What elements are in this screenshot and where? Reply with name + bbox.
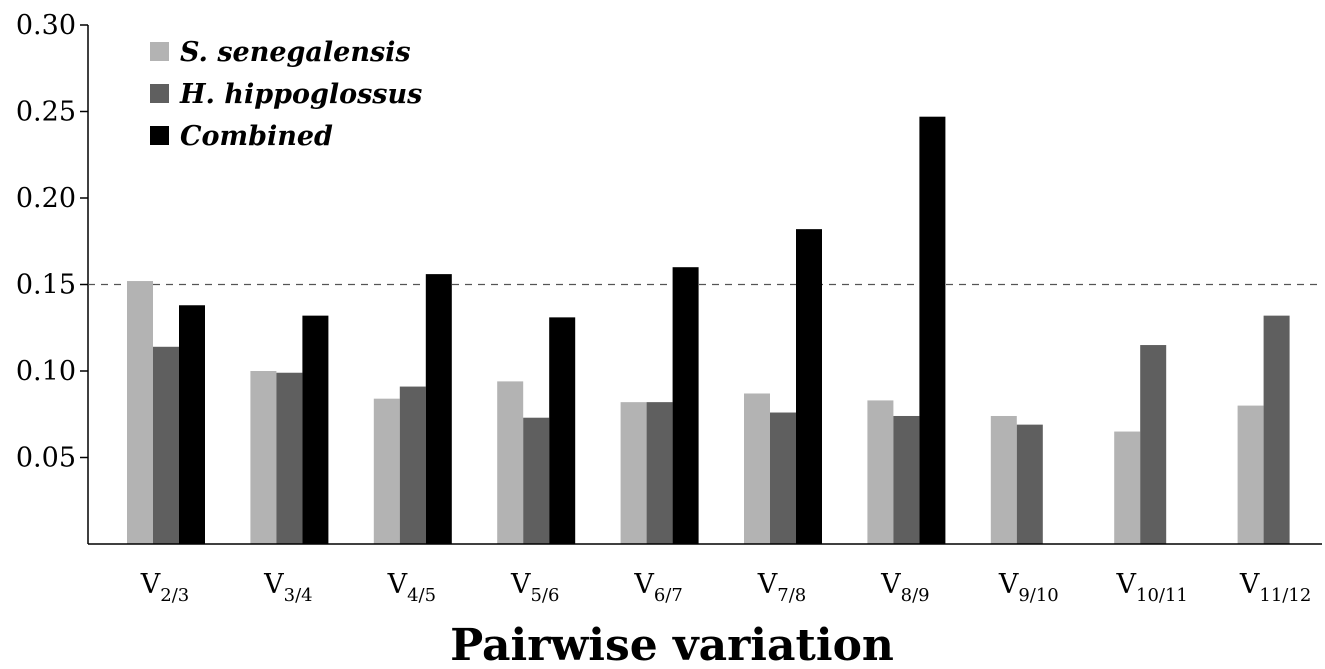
bar-s-senegalensis-3 xyxy=(373,398,400,544)
x-tick-label: V4/5 xyxy=(387,569,436,606)
bar-s-senegalensis-6 xyxy=(744,393,770,544)
bar-h-hippoglossus-9 xyxy=(1140,345,1167,544)
legend-swatch xyxy=(150,84,169,103)
y-tick-label: 0.25 xyxy=(16,97,76,128)
y-tick-label: 0.20 xyxy=(16,183,76,214)
x-axis: V2/3 V3/4 V4/5 V5/6 V6/7 V7/8 V8/9 V9/10 V10/11 V… xyxy=(88,543,1322,606)
bar-s-senegalensis-10 xyxy=(1237,405,1264,544)
bar-s-senegalensis-8 xyxy=(990,415,1017,544)
bars xyxy=(127,116,1290,544)
y-tick-label: 0.30 xyxy=(16,10,76,41)
x-tick-label: V3/4 xyxy=(263,569,312,606)
bar-combined-6 xyxy=(796,229,822,544)
bar-h-hippoglossus-6 xyxy=(770,412,796,544)
bar-s-senegalensis-7 xyxy=(867,400,894,544)
bar-s-senegalensis-2 xyxy=(250,371,277,544)
x-tick-label: V6/7 xyxy=(633,569,682,606)
legend: S. senegalensis H. hippoglossus Combined xyxy=(150,37,422,152)
legend-label: H. hippoglossus xyxy=(179,79,422,110)
bar-h-hippoglossus-10 xyxy=(1263,315,1290,544)
x-tick-label: V9/10 xyxy=(998,569,1059,606)
bar-combined-4 xyxy=(549,317,576,544)
bar-s-senegalensis-1 xyxy=(127,281,153,544)
x-tick-label: V7/8 xyxy=(757,569,806,606)
bar-s-senegalensis-9 xyxy=(1114,431,1141,544)
bar-s-senegalensis-5 xyxy=(620,402,647,544)
bar-combined-5 xyxy=(672,267,699,544)
y-tick-label: 0.10 xyxy=(16,356,76,387)
bar-h-hippoglossus-5 xyxy=(646,402,673,544)
bar-h-hippoglossus-2 xyxy=(276,372,303,544)
x-axis-title: Pairwise variation xyxy=(450,620,894,669)
bar-s-senegalensis-4 xyxy=(497,381,524,544)
bar-combined-7 xyxy=(919,116,946,544)
y-axis: 0.05 0.10 0.15 0.20 0.25 0.30 xyxy=(16,10,89,544)
bar-h-hippoglossus-4 xyxy=(523,417,550,544)
x-tick-label: V8/9 xyxy=(880,569,929,606)
bar-h-hippoglossus-7 xyxy=(893,415,920,544)
x-tick-label: V11/12 xyxy=(1239,569,1311,606)
x-tick-label: V10/11 xyxy=(1116,569,1188,606)
bar-combined-3 xyxy=(425,274,452,544)
legend-swatch xyxy=(150,126,169,145)
legend-label: Combined xyxy=(180,121,333,152)
bar-h-hippoglossus-8 xyxy=(1016,424,1043,544)
x-tick-label: V2/3 xyxy=(140,569,189,606)
bar-combined-2 xyxy=(302,315,329,544)
legend-label: S. senegalensis xyxy=(180,37,411,68)
bar-h-hippoglossus-1 xyxy=(153,346,179,544)
legend-swatch xyxy=(150,42,169,61)
y-tick-label: 0.05 xyxy=(16,443,76,474)
x-tick-label: V5/6 xyxy=(510,569,559,606)
bar-h-hippoglossus-3 xyxy=(399,386,426,544)
y-tick-label: 0.15 xyxy=(16,270,76,301)
bar-combined-1 xyxy=(179,305,205,544)
